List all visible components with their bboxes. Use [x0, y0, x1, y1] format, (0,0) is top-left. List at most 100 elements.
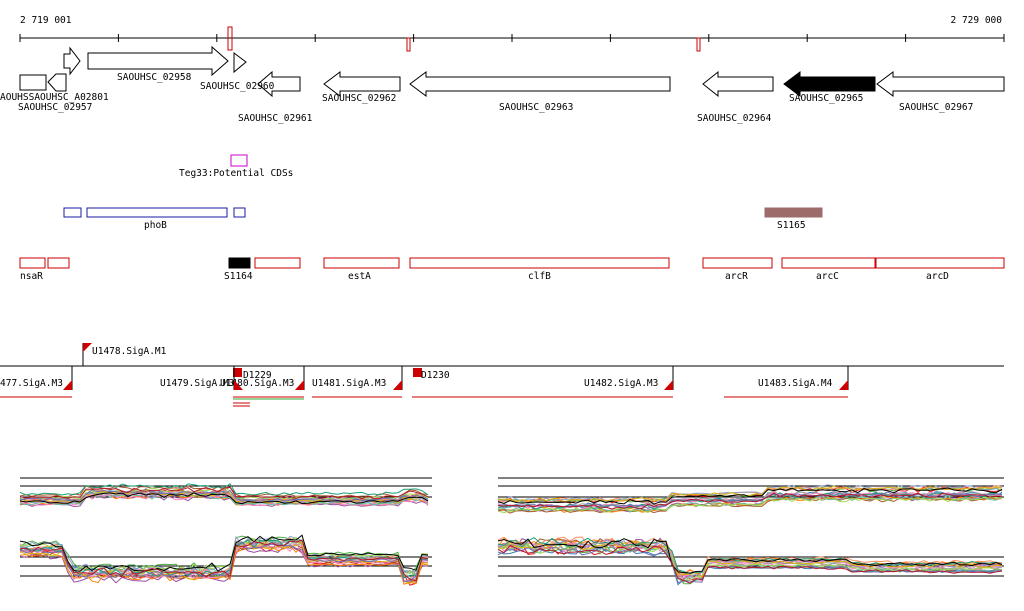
expression-trace	[497, 485, 1003, 503]
blue-feature[interactable]	[63, 207, 82, 218]
ruler-end-coordinate: 2 729 000	[951, 15, 1003, 26]
expression-trace	[19, 539, 429, 582]
red-feature-label: arcD	[926, 271, 949, 282]
expression-trace	[19, 492, 429, 505]
gene-label: SAOUHSC_02962	[322, 93, 396, 104]
expression-trace	[497, 492, 1002, 510]
expression-trace	[497, 546, 1003, 584]
gene-arrow[interactable]	[19, 74, 47, 91]
promoter-label: U1480.SigA.M3	[220, 378, 294, 389]
potential-cds-box[interactable]	[230, 154, 248, 167]
expression-trace	[19, 535, 428, 578]
expression-trace	[19, 539, 429, 579]
expression-panel-top-left	[19, 477, 432, 508]
promoter-flag[interactable]	[63, 380, 72, 390]
red-feature[interactable]	[47, 257, 70, 269]
expression-trace	[19, 534, 429, 572]
promoter-track: U1478.SigA.M1 477.SigA.M3 U1479.SigA.M3 …	[0, 343, 1004, 407]
expression-trace	[497, 495, 1003, 513]
promoter-label: U1479.SigA.M3	[160, 378, 234, 389]
gene-label: SAOUHSC_02965	[789, 93, 863, 104]
expression-traces	[497, 536, 1003, 586]
ruler-marker	[406, 37, 411, 52]
ruler-ticks	[19, 34, 1005, 42]
promoter-flag[interactable]	[664, 380, 673, 390]
terminator-marker[interactable]	[413, 368, 422, 377]
red-feature[interactable]	[409, 257, 670, 269]
expression-trace	[497, 484, 1003, 502]
blue-feature[interactable]	[233, 207, 246, 218]
red-feature-label: estA	[348, 271, 371, 282]
expression-trace	[497, 496, 1003, 514]
blue-feature-track: phoB S1165	[63, 207, 823, 231]
gene-arrow[interactable]	[323, 71, 401, 97]
expression-traces	[19, 483, 429, 508]
potential-cds-track: Teg33:Potential CDSs	[179, 154, 293, 179]
gene-arrow[interactable]	[63, 46, 81, 76]
expression-trace	[19, 541, 429, 586]
gene-label: SAOUHSC_02961	[238, 113, 313, 124]
gene-arrow[interactable]	[233, 52, 247, 74]
gene-arrow[interactable]	[409, 71, 671, 97]
red-feature-label: arcR	[725, 271, 748, 282]
promoter-flag[interactable]	[295, 380, 304, 390]
red-feature[interactable]	[781, 257, 876, 269]
blue-feature[interactable]	[86, 207, 228, 218]
expression-traces	[19, 534, 429, 586]
s1165-label: S1165	[777, 220, 806, 231]
expression-trace	[497, 538, 1003, 578]
promoter-flag[interactable]	[234, 380, 243, 390]
gene-label-partial: AOUHSSAOUHSC_A02801	[0, 92, 109, 103]
red-feature-label: S1164	[224, 271, 253, 282]
expression-trace	[19, 489, 429, 502]
promoter-flag[interactable]	[839, 380, 848, 390]
red-feature-label: nsaR	[20, 271, 43, 282]
expression-trace	[19, 541, 429, 583]
promoter-label: U1481.SigA.M3	[312, 378, 386, 389]
expression-traces	[497, 484, 1003, 514]
gene-label: SAOUHSC_02967	[899, 102, 973, 113]
gene-arrow[interactable]	[87, 45, 229, 77]
red-feature-track: nsaR S1164 estA clfB arcR arcC arcD	[19, 257, 1005, 282]
red-feature[interactable]	[875, 257, 1005, 269]
red-feature-label: arcC	[816, 271, 839, 282]
gene-label: SAOUHSC_02957	[18, 102, 92, 113]
promoter-label: 477.SigA.M3	[0, 378, 63, 389]
promoter-label: U1482.SigA.M3	[584, 378, 658, 389]
gene-label: SAOUHSC_02963	[499, 102, 573, 113]
expression-panel-bottom-right	[497, 536, 1004, 586]
expression-panel-bottom-left	[19, 534, 432, 586]
promoter-flag[interactable]	[83, 343, 92, 352]
gene-arrow[interactable]	[257, 70, 301, 98]
red-feature[interactable]	[19, 257, 46, 269]
promoter-flag[interactable]	[393, 380, 402, 390]
expression-trace	[497, 538, 1003, 574]
expression-panel-top-right	[497, 477, 1004, 514]
gene-label: SAOUHSC_02964	[697, 113, 772, 124]
red-feature[interactable]	[323, 257, 400, 269]
gene-label: SAOUHSC_02960	[200, 81, 275, 92]
red-feature[interactable]	[702, 257, 773, 269]
terminator-marker[interactable]	[233, 368, 242, 377]
gene-arrow[interactable]	[47, 73, 67, 92]
blue-feature-label: phoB	[144, 220, 167, 231]
gene-label: SAOUHSC_02958	[117, 72, 192, 83]
expression-trace	[497, 544, 1003, 584]
expression-trace	[19, 486, 429, 500]
gene-arrow[interactable]	[702, 70, 774, 98]
promoter-label: U1483.SigA.M4	[758, 378, 833, 389]
red-feature-label: clfB	[528, 271, 551, 282]
terminator-label: D1230	[421, 370, 450, 381]
ruler-marker	[696, 37, 701, 52]
s1165-feature[interactable]	[764, 207, 823, 218]
expression-trace	[497, 491, 1003, 509]
gene-arrow-highlighted[interactable]	[783, 71, 876, 97]
coordinate-ruler: 2 719 001 2 729 000	[19, 15, 1005, 52]
red-feature-filled[interactable]	[228, 257, 251, 269]
red-feature[interactable]	[254, 257, 301, 269]
gene-arrow[interactable]	[876, 71, 1005, 97]
potential-cds-label: Teg33:Potential CDSs	[179, 168, 293, 179]
ruler-start-coordinate: 2 719 001	[20, 15, 72, 26]
expression-trace	[497, 487, 1003, 505]
